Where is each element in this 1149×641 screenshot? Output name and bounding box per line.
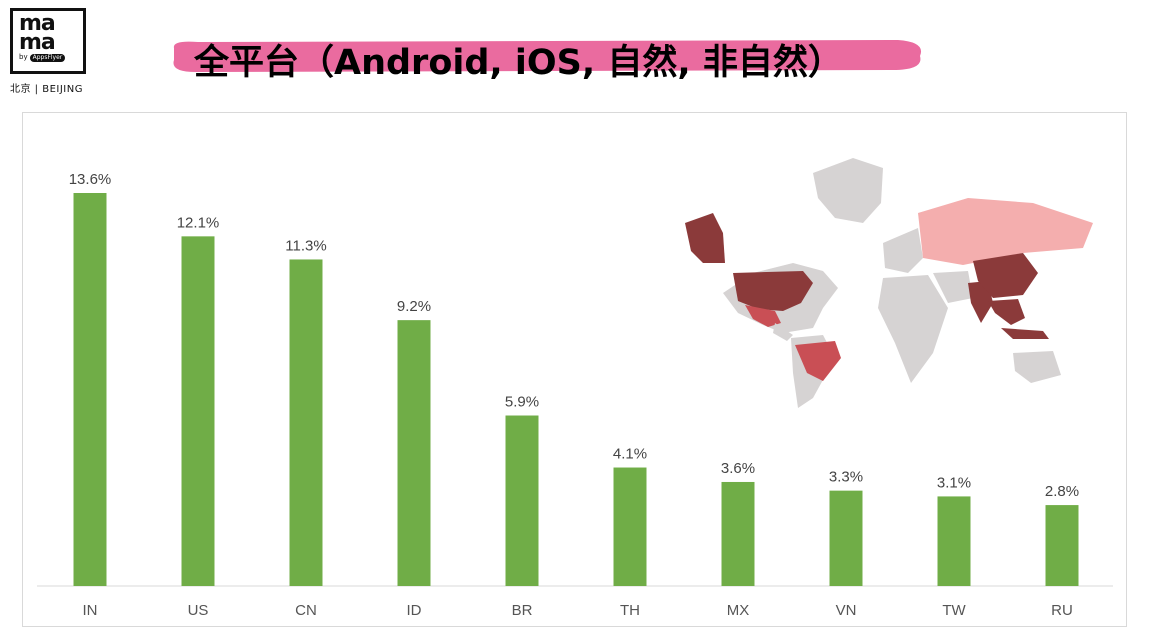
map-australia [1013, 351, 1061, 383]
bar-in [73, 193, 107, 586]
category-label-in: IN [83, 602, 98, 619]
category-label-mx: MX [727, 602, 750, 619]
bar-vn [829, 490, 863, 586]
bar-ru [1045, 505, 1079, 586]
category-label-tw: TW [942, 602, 966, 619]
data-labels: 13.6% 12.1% 11.3% 9.2% 5.9% 4.1% 3.6% 3.3% 3.1% 2… [69, 171, 1079, 500]
bar-mx [721, 481, 755, 586]
category-label-us: US [188, 602, 209, 619]
map-brazil [795, 341, 841, 381]
data-label-th: 4.1% [613, 446, 647, 463]
category-label-th: TH [620, 602, 640, 619]
data-label-in: 13.6% [69, 171, 112, 188]
bar-us [181, 236, 215, 586]
map-india [968, 281, 993, 323]
map-alaska [685, 213, 725, 263]
data-label-ru: 2.8% [1045, 483, 1079, 500]
mama-logo: ma ma by AppsFlyer [10, 8, 86, 74]
data-label-tw: 3.1% [937, 474, 971, 491]
data-label-id: 9.2% [397, 298, 431, 315]
map-middle-east [933, 271, 973, 303]
map-china [973, 253, 1038, 298]
bar-th [613, 467, 647, 586]
bar-chart: 13.6% 12.1% 11.3% 9.2% 5.9% 4.1% 3.6% 3.3% 3.1% 2… [37, 158, 1113, 619]
bar-cn [289, 259, 323, 586]
category-label-vn: VN [836, 602, 857, 619]
data-label-mx: 3.6% [721, 460, 755, 477]
map-southeast-asia [988, 299, 1025, 325]
category-label-id: ID [407, 602, 422, 619]
map-usa [733, 271, 813, 311]
map-europe [883, 228, 923, 273]
category-label-cn: CN [295, 602, 317, 619]
category-label-ru: RU [1051, 602, 1073, 619]
map-greenland [813, 158, 883, 223]
chart-panel: 13.6% 12.1% 11.3% 9.2% 5.9% 4.1% 3.6% 3.3% 3.1% 2… [22, 112, 1127, 627]
map-indonesia [1001, 328, 1049, 339]
logo-text-top: ma [19, 11, 56, 36]
map-central-america [773, 323, 793, 341]
page-title: 全平台（Android, iOS, 自然, 非自然） [194, 43, 843, 83]
bar-br [505, 415, 539, 586]
bar-tw [937, 496, 971, 586]
logo-by: by [19, 53, 28, 61]
bar-series [73, 193, 1079, 586]
title-banner: 全平台（Android, iOS, 自然, 非自然） [168, 30, 968, 83]
category-labels: IN US CN ID BR TH MX VN TW RU [83, 602, 1073, 619]
map-africa [878, 275, 948, 383]
map-russia [918, 198, 1093, 265]
logo-city: 北京 | BEIJING [10, 84, 83, 95]
category-label-br: BR [512, 602, 533, 619]
data-label-us: 12.1% [177, 214, 220, 231]
data-label-cn: 11.3% [285, 237, 326, 254]
map-mexico [745, 305, 781, 327]
bar-id [397, 320, 431, 586]
logo-partner: AppsFlyer [29, 53, 66, 62]
logo-text-bottom: ma [19, 30, 56, 55]
title-brush-stroke [173, 40, 922, 72]
world-map-inset [685, 158, 1093, 408]
data-label-br: 5.9% [505, 394, 539, 411]
logo-partner-tag: by AppsFlyer [19, 53, 66, 62]
data-label-vn: 3.3% [829, 469, 863, 486]
